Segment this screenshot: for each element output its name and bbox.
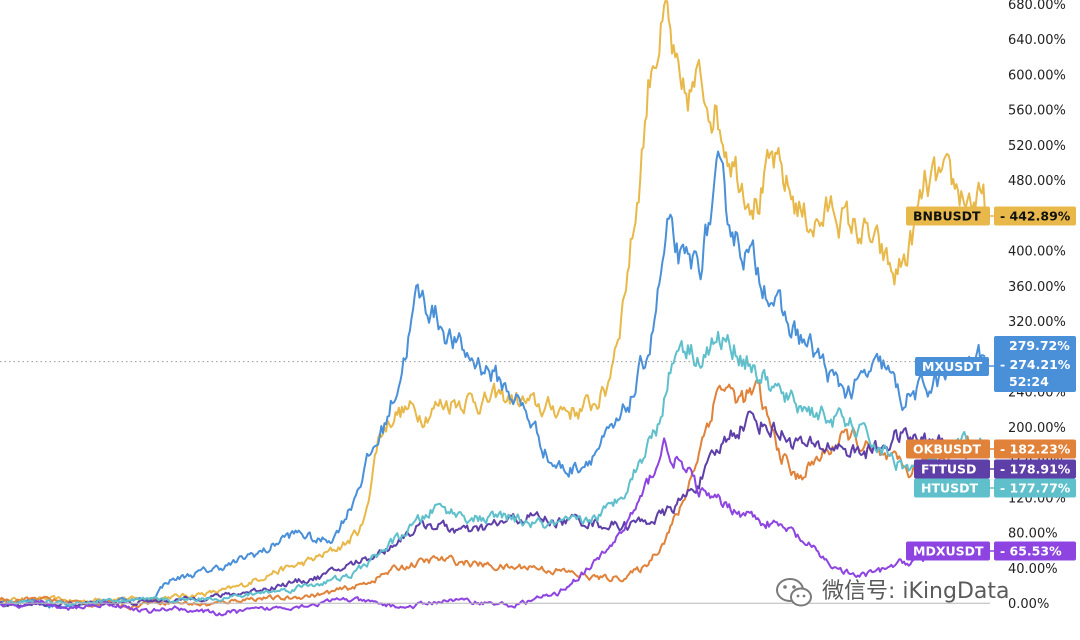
y-axis: 0.00%40.00%80.00%120.00%160.00%200.00%24… [1008,0,1066,612]
series-line-okbusdt [0,379,986,611]
series-tag-mxusdt: MXUSDT 279.72% - 274.21% 52:24 [915,336,1076,392]
y-tick-label: 40.00% [1008,562,1058,577]
series-tag-name-box [914,459,990,479]
series-tag-okbusdt: OKBUSDT - 182.23% [906,439,1076,459]
series-tag-last-value: 279.72% [1009,338,1070,353]
series-layer [0,0,986,617]
series-tag-value-box [994,459,1076,479]
series-tag-fttusd: FTTUSD - 178.91% [914,459,1076,479]
series-tag-bnbusdt: BNBUSDT - 442.89% [906,206,1076,226]
series-tag-value: - 65.53% [1000,544,1062,559]
series-tag-name-box [906,206,990,226]
wechat-logo-icon [776,578,812,607]
series-tag-name-box [906,439,990,459]
series-tag-value-box [994,206,1076,226]
crosshair-value: - 274.21% [1000,357,1071,372]
y-tick-label: 680.00% [1008,0,1066,13]
series-tag-value-box [994,541,1076,561]
series-line-fttusd [0,410,986,609]
y-tick-label: 560.00% [1008,104,1066,119]
series-tag-name: BNBUSDT [913,209,981,224]
series-tag-value-box [994,439,1076,459]
y-tick-label: 200.00% [1008,421,1066,436]
series-tag-name: MDXUSDT [913,544,984,559]
series-line-bnbusdt [0,0,986,605]
series-tags: BNBUSDT - 442.89% OKBUSDT - 182.23% FTTUSD - … [906,206,1076,561]
y-tick-label: 360.00% [1008,280,1066,295]
y-tick-label: 640.00% [1008,33,1066,48]
series-line-htusdt [0,330,986,607]
y-tick-label: 80.00% [1008,527,1058,542]
series-tag-name: OKBUSDT [913,442,981,457]
series-tag-value: - 182.23% [1000,442,1071,457]
series-tag-name-box [915,357,989,376]
series-tag-name: MXUSDT [922,359,983,374]
series-tag-value: - 442.89% [1000,209,1071,224]
series-tag-name: FTTUSD [921,462,976,477]
series-tag-mdxusdt: MDXUSDT - 65.53% [906,541,1076,561]
bar-countdown: 52:24 [1009,374,1049,389]
series-tag-value: - 178.91% [1000,462,1071,477]
series-tag-value-box [994,336,1076,392]
y-tick-label: 600.00% [1008,68,1066,83]
series-tag-htusdt: HTUSDT - 177.77% [914,478,1076,498]
series-tag-value: - 177.77% [1000,481,1071,496]
watermark-text: 微信号: iKingData [822,579,1010,604]
series-tag-value-box [994,478,1076,498]
series-tag-name: HTUSDT [921,481,979,496]
series-line-mxusdt [0,150,986,609]
series-tag-name-box [914,478,990,498]
y-tick-label: 520.00% [1008,139,1066,154]
y-tick-label: 400.00% [1008,245,1066,260]
watermark: 微信号: iKingData [776,578,1010,607]
y-tick-label: 0.00% [1008,597,1049,612]
y-tick-label: 480.00% [1008,174,1066,189]
series-tag-name-box [906,541,990,561]
y-tick-label: 320.00% [1008,315,1066,330]
